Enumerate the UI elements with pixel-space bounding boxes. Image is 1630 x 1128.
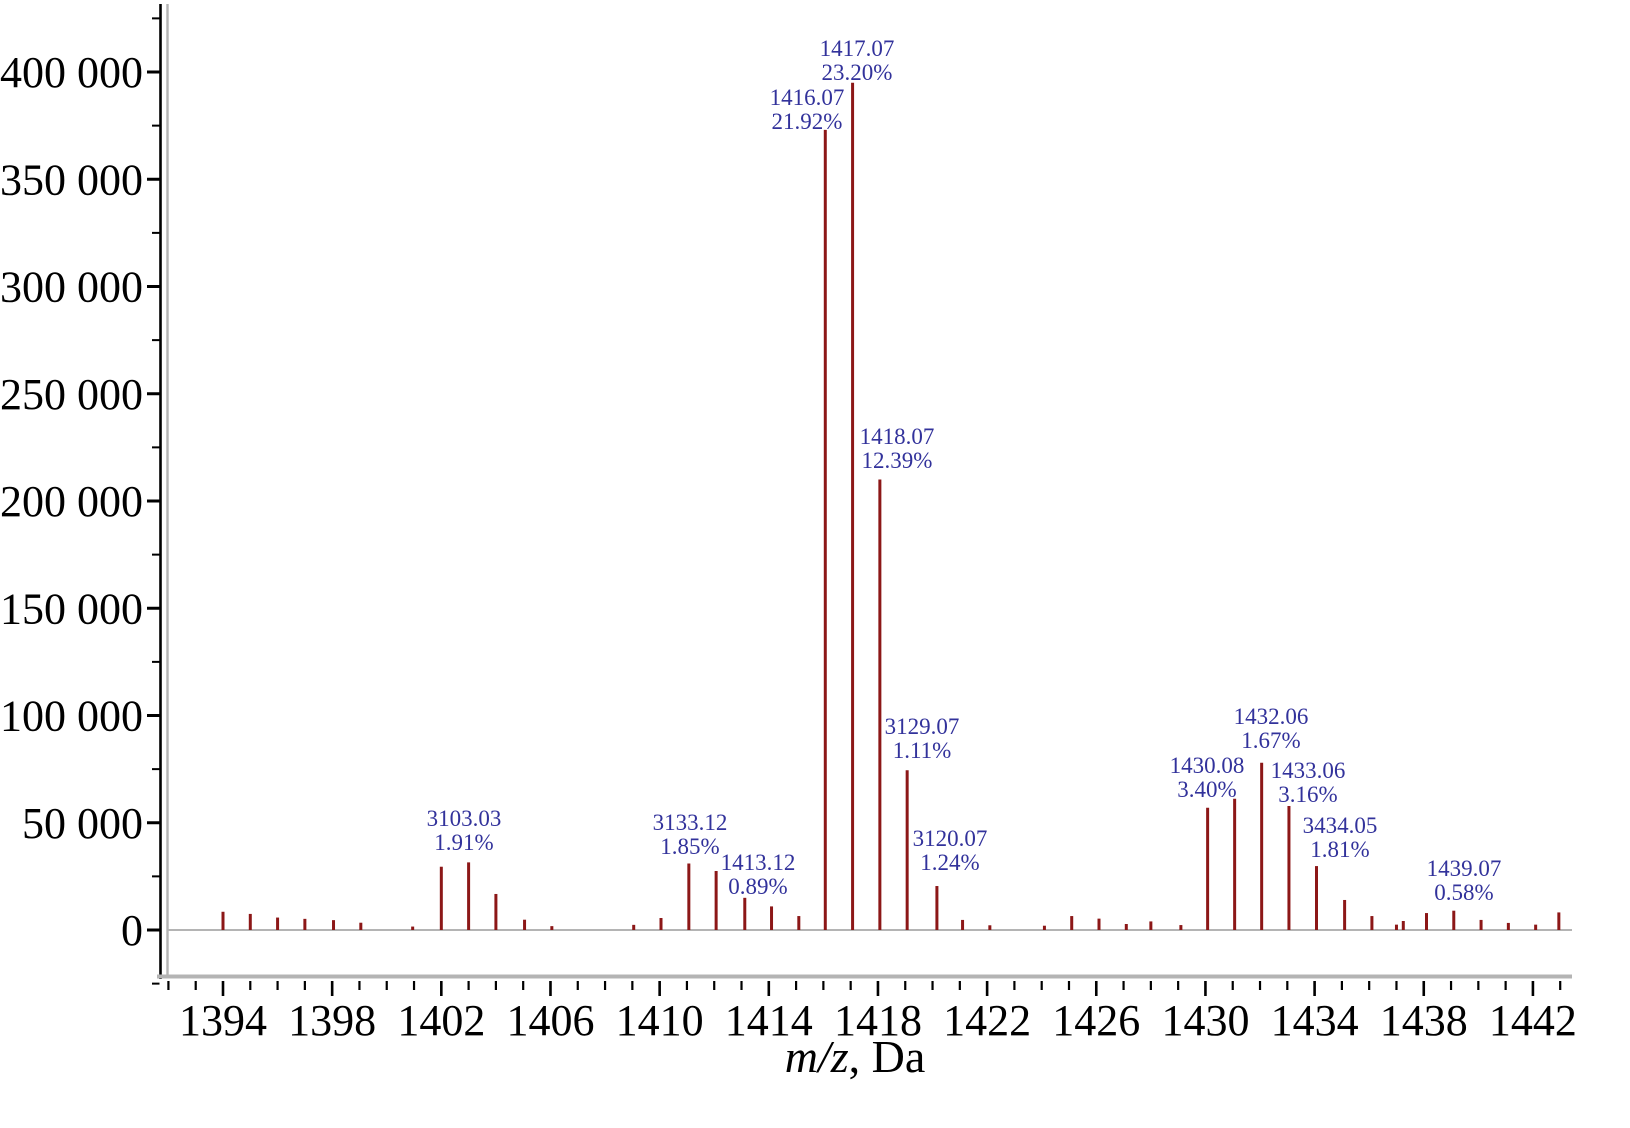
y-tick-label: 300 000 <box>0 263 143 312</box>
x-axis-title-mz: m/z <box>785 1031 849 1082</box>
peak-annotation-percent: 0.58% <box>1434 880 1493 905</box>
peak-annotation-percent: 1.85% <box>660 834 719 859</box>
peak-annotation-mass: 1430.08 <box>1170 753 1245 778</box>
peak-annotation-percent: 3.40% <box>1177 777 1236 802</box>
peak-annotation-mass: 3133.12 <box>653 810 728 835</box>
peak-annotation-mass: 3120.07 <box>913 826 988 851</box>
peak-annotation-mass: 1418.07 <box>860 424 935 449</box>
x-tick-label: 1438 <box>1380 996 1468 1045</box>
peak-annotation-mass: 1433.06 <box>1271 758 1346 783</box>
peak-annotation-mass: 3129.07 <box>885 714 960 739</box>
y-tick-label: 150 000 <box>0 584 143 633</box>
x-tick-label: 1418 <box>834 996 922 1045</box>
peak-annotation-mass: 1439.07 <box>1427 856 1502 881</box>
peak-annotation-percent: 0.89% <box>728 874 787 899</box>
x-tick-label: 1434 <box>1271 996 1359 1045</box>
x-tick-label: 1410 <box>616 996 704 1045</box>
peak-annotation-mass: 1432.06 <box>1234 704 1309 729</box>
peak-annotation-mass: 1417.07 <box>820 36 895 61</box>
y-tick-label: 100 000 <box>0 692 143 741</box>
x-tick-label: 1398 <box>288 996 376 1045</box>
peak-annotation-mass: 3434.05 <box>1303 813 1378 838</box>
peak-annotation-percent: 1.81% <box>1310 837 1369 862</box>
peak-annotation-percent: 1.11% <box>893 738 952 763</box>
x-tick-label: 1422 <box>943 996 1031 1045</box>
x-axis-title-units: , Da <box>849 1031 926 1082</box>
peak-annotation-mass: 3103.03 <box>427 806 502 831</box>
x-tick-label: 1430 <box>1161 996 1249 1045</box>
y-tick-label: 200 000 <box>0 477 143 526</box>
peak-annotation-percent: 21.92% <box>772 109 843 134</box>
peak-annotation-percent: 1.67% <box>1241 728 1300 753</box>
peak-annotation-mass: 1413.12 <box>721 850 796 875</box>
x-tick-label: 1442 <box>1489 996 1577 1045</box>
peak-annotation-percent: 23.20% <box>822 60 893 85</box>
peak-annotation-percent: 1.91% <box>434 830 493 855</box>
y-tick-label: 350 000 <box>0 155 143 204</box>
x-tick-label: 1394 <box>179 996 267 1045</box>
peak-annotation-percent: 12.39% <box>862 448 933 473</box>
x-tick-label: 1426 <box>1052 996 1140 1045</box>
y-tick-label: 400 000 <box>0 48 143 97</box>
peak-annotation-percent: 3.16% <box>1278 782 1337 807</box>
x-axis-title: m/z, Da <box>785 1031 926 1082</box>
y-tick-label: 0 <box>121 906 143 955</box>
y-tick-label: 50 000 <box>22 799 143 848</box>
peak-annotation-mass: 1416.07 <box>770 85 845 110</box>
y-tick-label: 250 000 <box>0 370 143 419</box>
peak-annotation-percent: 1.24% <box>920 850 979 875</box>
x-tick-label: 1402 <box>397 996 485 1045</box>
x-tick-label: 1414 <box>725 996 813 1045</box>
x-tick-label: 1406 <box>506 996 594 1045</box>
